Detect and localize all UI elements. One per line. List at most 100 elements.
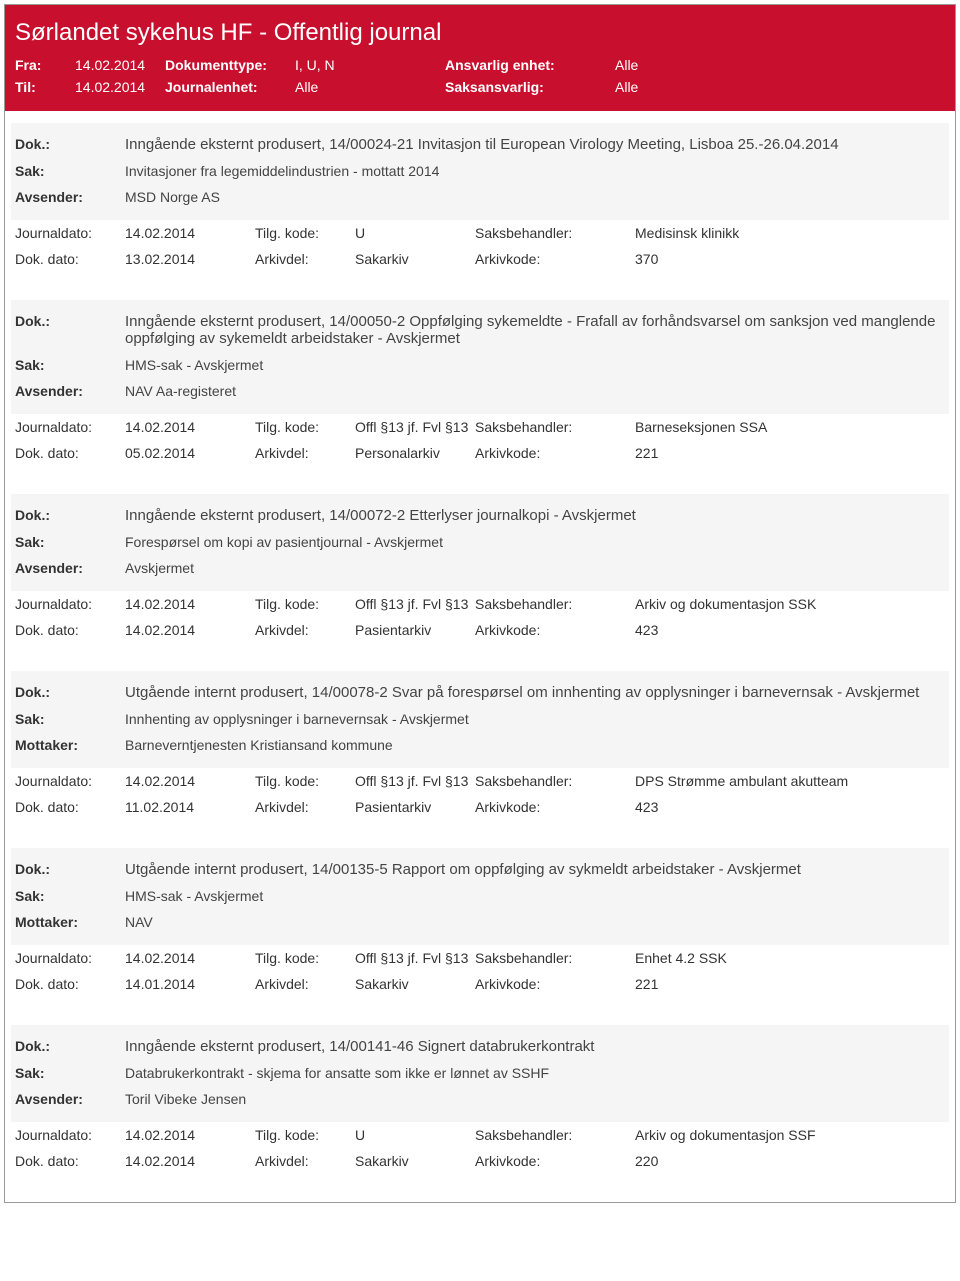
journal-entry: Dok.: Inngående eksternt produsert, 14/0…	[11, 494, 949, 643]
journaldato-label: Journaldato:	[15, 596, 125, 612]
dokdato-label: Dok. dato:	[15, 1153, 125, 1169]
tilgkode-value: U	[355, 225, 475, 241]
tilgkode-value: Offl §13 jf. Fvl §13	[355, 773, 475, 789]
journaldato-label: Journaldato:	[15, 950, 125, 966]
dokdato-label: Dok. dato:	[15, 251, 125, 267]
party-label: Avsender:	[15, 1091, 125, 1107]
arkivkode-label: Arkivkode:	[475, 799, 635, 815]
page-header: Sørlandet sykehus HF - Offentlig journal…	[5, 5, 955, 111]
arkivdel-value: Sakarkiv	[355, 251, 475, 267]
journal-entry: Dok.: Inngående eksternt produsert, 14/0…	[11, 1025, 949, 1174]
entry-meta-row-1: Journaldato: 14.02.2014 Tilg. kode: Offl…	[11, 768, 949, 794]
dokdato-label: Dok. dato:	[15, 976, 125, 992]
sak-label: Sak:	[15, 534, 125, 550]
arkivdel-value: Sakarkiv	[355, 976, 475, 992]
journaldato-value: 14.02.2014	[125, 419, 255, 435]
dok-value: Inngående eksternt produsert, 14/00141-4…	[125, 1038, 945, 1055]
party-value: Avskjermet	[125, 560, 945, 576]
party-value: NAV	[125, 914, 945, 930]
arkivdel-label: Arkivdel:	[255, 799, 355, 815]
arkivkode-value: 221	[635, 976, 945, 992]
saksansvarlig-label: Saksansvarlig:	[445, 79, 615, 95]
party-value: NAV Aa-registeret	[125, 383, 945, 399]
dokdato-label: Dok. dato:	[15, 622, 125, 638]
dok-label: Dok.:	[15, 136, 125, 152]
saksbehandler-label: Saksbehandler:	[475, 225, 635, 241]
saksbehandler-label: Saksbehandler:	[475, 596, 635, 612]
ansvarlig-label: Ansvarlig enhet:	[445, 57, 615, 73]
journalenhet-label: Journalenhet:	[165, 79, 295, 95]
journaldato-label: Journaldato:	[15, 225, 125, 241]
entry-meta-row-1: Journaldato: 14.02.2014 Tilg. kode: U Sa…	[11, 1122, 949, 1148]
saksbehandler-label: Saksbehandler:	[475, 950, 635, 966]
saksansvarlig-value: Alle	[615, 79, 715, 95]
saksbehandler-value: Arkiv og dokumentasjon SSF	[635, 1127, 945, 1143]
dok-value: Utgående internt produsert, 14/00078-2 S…	[125, 684, 945, 701]
dokdato-label: Dok. dato:	[15, 445, 125, 461]
journaldato-label: Journaldato:	[15, 419, 125, 435]
arkivdel-value: Pasientarkiv	[355, 622, 475, 638]
journalenhet-value: Alle	[295, 79, 445, 95]
arkivdel-value: Pasientarkiv	[355, 799, 475, 815]
dok-label: Dok.:	[15, 684, 125, 700]
entry-meta-row-2: Dok. dato: 14.01.2014 Arkivdel: Sakarkiv…	[11, 971, 949, 997]
sak-value: HMS-sak - Avskjermet	[125, 357, 945, 373]
tilgkode-label: Tilg. kode:	[255, 596, 355, 612]
tilgkode-label: Tilg. kode:	[255, 1127, 355, 1143]
entry-summary: Dok.: Inngående eksternt produsert, 14/0…	[11, 1025, 949, 1122]
sak-label: Sak:	[15, 888, 125, 904]
journaldato-value: 14.02.2014	[125, 225, 255, 241]
sak-label: Sak:	[15, 357, 125, 373]
entry-meta-row-1: Journaldato: 14.02.2014 Tilg. kode: U Sa…	[11, 220, 949, 246]
dok-label: Dok.:	[15, 507, 125, 523]
entry-summary: Dok.: Utgående internt produsert, 14/001…	[11, 848, 949, 945]
entry-meta-row-1: Journaldato: 14.02.2014 Tilg. kode: Offl…	[11, 945, 949, 971]
entry-meta-row-1: Journaldato: 14.02.2014 Tilg. kode: Offl…	[11, 591, 949, 617]
dokdato-value: 13.02.2014	[125, 251, 255, 267]
dok-label: Dok.:	[15, 313, 125, 329]
sak-label: Sak:	[15, 711, 125, 727]
dok-label: Dok.:	[15, 861, 125, 877]
entry-meta-row-2: Dok. dato: 05.02.2014 Arkivdel: Personal…	[11, 440, 949, 466]
party-label: Mottaker:	[15, 914, 125, 930]
tilgkode-value: Offl §13 jf. Fvl §13	[355, 950, 475, 966]
party-label: Avsender:	[15, 383, 125, 399]
journaldato-label: Journaldato:	[15, 773, 125, 789]
dokdato-value: 14.01.2014	[125, 976, 255, 992]
page-title: Sørlandet sykehus HF - Offentlig journal	[15, 19, 945, 47]
sak-value: HMS-sak - Avskjermet	[125, 888, 945, 904]
sak-label: Sak:	[15, 1065, 125, 1081]
entry-meta-row-2: Dok. dato: 14.02.2014 Arkivdel: Sakarkiv…	[11, 1148, 949, 1174]
header-meta-row-1: Fra: 14.02.2014 Dokumenttype: I, U, N An…	[15, 57, 945, 79]
saksbehandler-value: Barneseksjonen SSA	[635, 419, 945, 435]
journaldato-value: 14.02.2014	[125, 773, 255, 789]
arkivdel-label: Arkivdel:	[255, 1153, 355, 1169]
arkivkode-label: Arkivkode:	[475, 445, 635, 461]
tilgkode-value: Offl §13 jf. Fvl §13	[355, 419, 475, 435]
party-value: MSD Norge AS	[125, 189, 945, 205]
sak-value: Innhenting av opplysninger i barnevernsa…	[125, 711, 945, 727]
tilgkode-label: Tilg. kode:	[255, 225, 355, 241]
journal-entry: Dok.: Utgående internt produsert, 14/000…	[11, 671, 949, 820]
tilgkode-value: U	[355, 1127, 475, 1143]
tilgkode-label: Tilg. kode:	[255, 950, 355, 966]
dok-value: Inngående eksternt produsert, 14/00072-2…	[125, 507, 945, 524]
dok-value: Inngående eksternt produsert, 14/00050-2…	[125, 313, 945, 347]
party-value: Barneverntjenesten Kristiansand kommune	[125, 737, 945, 753]
saksbehandler-label: Saksbehandler:	[475, 1127, 635, 1143]
arkivkode-value: 220	[635, 1153, 945, 1169]
tilgkode-label: Tilg. kode:	[255, 419, 355, 435]
entry-meta-row-2: Dok. dato: 14.02.2014 Arkivdel: Pasienta…	[11, 617, 949, 643]
arkivdel-label: Arkivdel:	[255, 445, 355, 461]
journaldato-value: 14.02.2014	[125, 950, 255, 966]
dokdato-value: 14.02.2014	[125, 1153, 255, 1169]
saksbehandler-value: Arkiv og dokumentasjon SSK	[635, 596, 945, 612]
til-label: Til:	[15, 79, 75, 95]
doktype-value: I, U, N	[295, 57, 445, 73]
dok-label: Dok.:	[15, 1038, 125, 1054]
sak-label: Sak:	[15, 163, 125, 179]
arkivkode-label: Arkivkode:	[475, 622, 635, 638]
entry-summary: Dok.: Inngående eksternt produsert, 14/0…	[11, 123, 949, 220]
entry-summary: Dok.: Inngående eksternt produsert, 14/0…	[11, 300, 949, 414]
arkivkode-label: Arkivkode:	[475, 976, 635, 992]
